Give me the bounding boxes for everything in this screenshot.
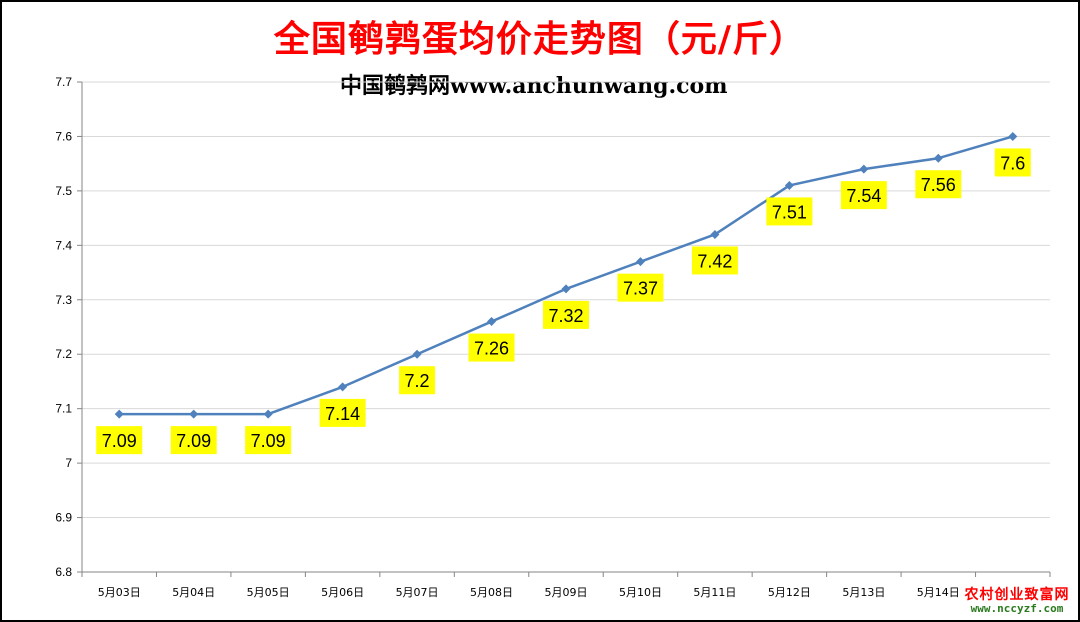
y-tick-label: 7.6 <box>55 129 72 143</box>
y-tick-label: 7.4 <box>55 238 72 252</box>
watermark-line1: 农村创业致富网 <box>964 587 1070 603</box>
data-label: 7.37 <box>623 279 658 299</box>
data-label: 7.09 <box>251 431 286 451</box>
y-tick-labels: 6.8 6.9 7 7.1 7.2 7.3 7.4 7.5 7.6 7.7 <box>55 75 72 579</box>
chart-subtitle: 中国鹌鹑网www.anchunwang.com <box>340 73 728 99</box>
x-tick-label: 5月12日 <box>768 586 811 599</box>
data-label: 7.56 <box>921 175 956 195</box>
x-tick-label: 5月10日 <box>619 586 662 599</box>
data-markers <box>114 131 1018 419</box>
data-label: 7.2 <box>405 371 430 391</box>
data-point <box>784 180 794 190</box>
axes <box>77 81 1051 577</box>
data-point <box>263 409 273 419</box>
data-label: 7.54 <box>846 186 881 206</box>
y-tick-label: 7.3 <box>55 293 72 307</box>
y-tick-label: 7.7 <box>55 75 72 89</box>
x-tick-label: 5月06日 <box>321 586 364 599</box>
grid-lines <box>82 81 1050 519</box>
data-label-bg <box>543 300 589 329</box>
data-point <box>1008 131 1018 141</box>
data-label-bg <box>468 333 515 362</box>
data-label: 7.42 <box>697 251 732 271</box>
y-tick-label: 7.5 <box>55 184 72 198</box>
data-label-bg <box>319 398 366 427</box>
data-label-bg <box>170 426 217 455</box>
data-point <box>561 284 571 294</box>
y-tick-label: 7.2 <box>55 347 72 361</box>
x-tick-label: 5月13日 <box>842 586 885 599</box>
watermark-line2: www.nccyzf.com <box>970 602 1064 615</box>
y-tick-label: 7 <box>65 456 72 470</box>
data-point <box>338 382 348 392</box>
data-label: 7.26 <box>474 339 509 359</box>
data-label-bg <box>840 181 887 210</box>
data-label-bg <box>96 426 143 455</box>
watermark: 农村创业致富网 www.nccyzf.com <box>958 582 1076 618</box>
x-tick-label: 5月08日 <box>470 586 513 599</box>
x-tick-label: 5月05日 <box>247 586 290 599</box>
y-tick-label: 7.1 <box>55 402 72 416</box>
chart-title: 全国鹌鹑蛋均价走势图（元/斤） <box>273 19 807 60</box>
data-label-bg <box>766 197 813 226</box>
data-label: 7.32 <box>548 306 583 326</box>
y-tick-label: 6.9 <box>55 511 72 525</box>
data-label: 7.09 <box>102 431 137 451</box>
data-point <box>412 349 422 359</box>
data-point <box>487 317 497 327</box>
data-point <box>635 257 645 267</box>
data-label-bg <box>994 148 1031 177</box>
data-label-bg <box>617 273 664 302</box>
y-tick-label: 6.8 <box>55 565 72 579</box>
series-line-path <box>119 135 1014 416</box>
data-label-bg <box>399 366 436 395</box>
x-tick-label: 5月09日 <box>545 586 588 599</box>
x-tick-label: 5月03日 <box>98 586 141 599</box>
data-label-bg <box>691 246 738 275</box>
data-label: 7.6 <box>1000 153 1025 173</box>
data-point <box>859 164 869 174</box>
data-point <box>189 409 199 419</box>
data-label: 7.09 <box>176 431 211 451</box>
x-tick-label: 5月11日 <box>693 586 736 599</box>
data-label: 7.51 <box>772 202 807 222</box>
data-point <box>933 153 943 163</box>
x-tick-label: 5月07日 <box>396 586 439 599</box>
series-line <box>119 135 1014 416</box>
data-label-bg <box>915 170 962 199</box>
data-point <box>114 409 124 419</box>
x-tick-labels: 5月03日 5月04日 5月05日 5月06日 5月07日 5月08日 5月09日 5月10日… <box>98 586 1035 599</box>
data-labels: 7.09 7.09 7.09 7.14 7.2 7.26 7.32 7.37 7.42 7.51 7… <box>96 148 1031 455</box>
x-tick-label: 5月14日 <box>917 586 960 599</box>
data-label-bg <box>245 426 292 455</box>
data-label: 7.14 <box>325 404 360 424</box>
data-point <box>710 229 720 239</box>
x-tick-label: 5月04日 <box>172 586 215 599</box>
